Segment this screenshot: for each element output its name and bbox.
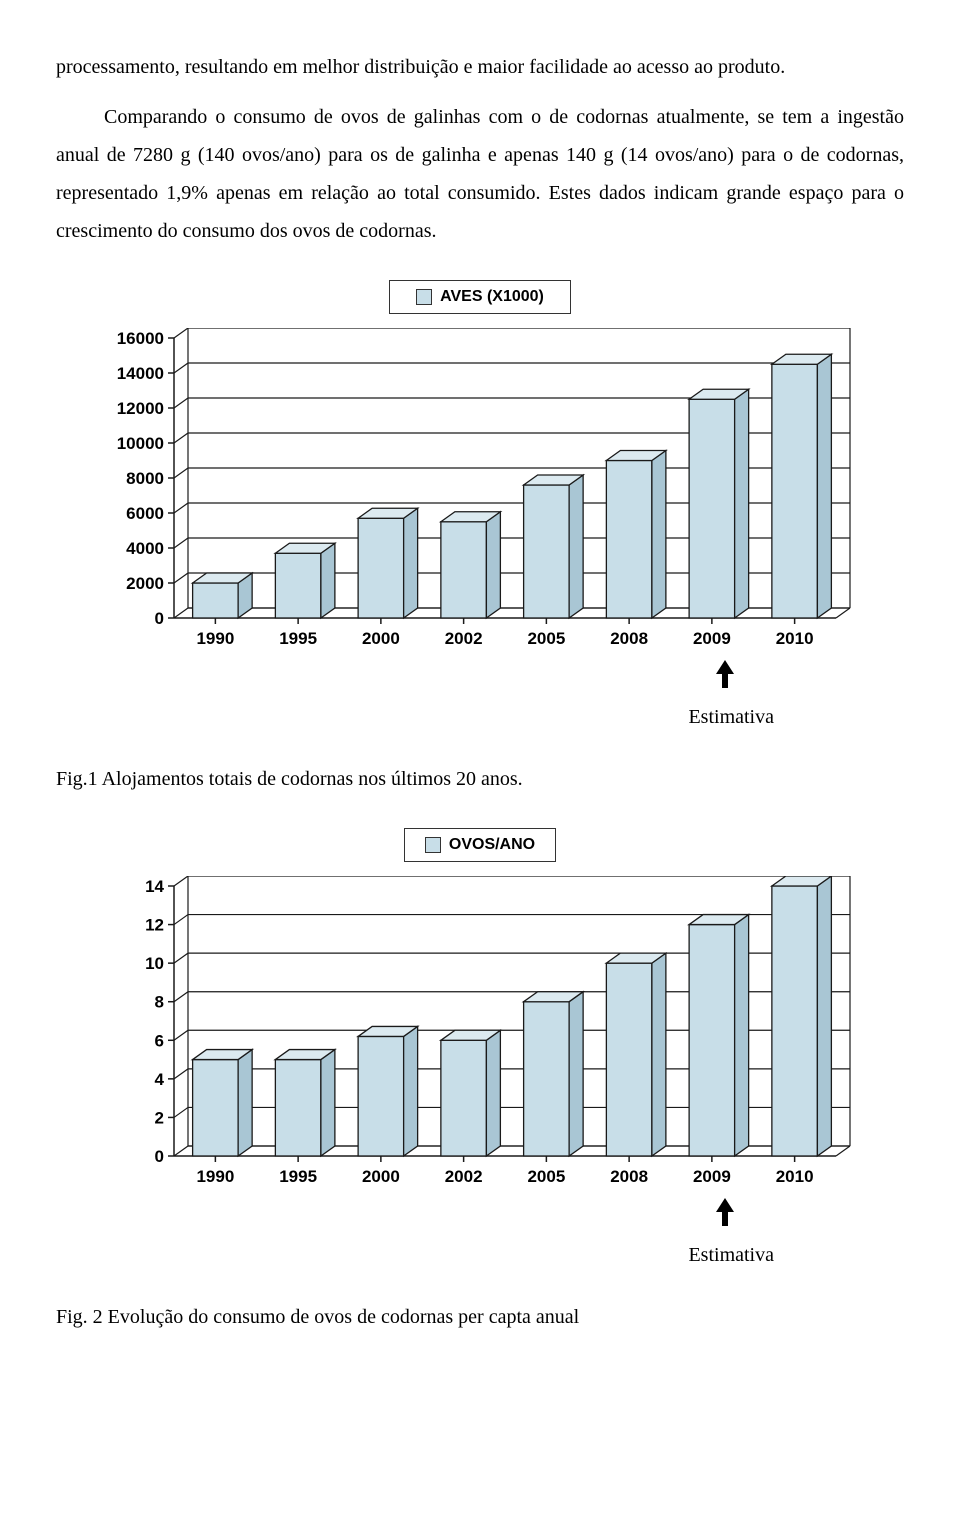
- svg-text:1990: 1990: [196, 629, 234, 648]
- para-text: Comparando o consumo de ovos de galinhas…: [56, 106, 904, 242]
- svg-text:2002: 2002: [445, 629, 483, 648]
- svg-text:10000: 10000: [117, 434, 164, 453]
- chart2: 0 2 4 6 8 10 12 14 1990 1995 2000 2002 2005 2008 2009 2…: [96, 876, 904, 1196]
- paragraph-2: Comparando o consumo de ovos de galinhas…: [56, 98, 904, 250]
- estimativa-label-2: Estimativa: [56, 1236, 904, 1274]
- svg-text:1995: 1995: [279, 1167, 317, 1186]
- svg-text:2005: 2005: [527, 1167, 565, 1186]
- svg-text:2000: 2000: [362, 629, 400, 648]
- svg-text:2008: 2008: [610, 1167, 648, 1186]
- legend-swatch: [416, 289, 432, 305]
- svg-text:4000: 4000: [126, 539, 164, 558]
- svg-text:2008: 2008: [610, 629, 648, 648]
- svg-text:6: 6: [155, 1031, 164, 1050]
- svg-text:6000: 6000: [126, 504, 164, 523]
- svg-text:1990: 1990: [196, 1167, 234, 1186]
- svg-text:2000: 2000: [126, 574, 164, 593]
- svg-text:16000: 16000: [117, 329, 164, 348]
- svg-text:2010: 2010: [776, 1167, 814, 1186]
- chart2-caption: Fig. 2 Evolução do consumo de ovos de co…: [56, 1298, 904, 1336]
- svg-text:0: 0: [155, 1147, 164, 1166]
- svg-text:2005: 2005: [527, 629, 565, 648]
- svg-text:2: 2: [155, 1108, 164, 1127]
- estimativa-arrow-1: [56, 660, 904, 692]
- svg-text:2010: 2010: [776, 629, 814, 648]
- svg-text:8000: 8000: [126, 469, 164, 488]
- estimativa-label-1: Estimativa: [56, 698, 904, 736]
- svg-text:12000: 12000: [117, 399, 164, 418]
- svg-text:0: 0: [155, 609, 164, 628]
- svg-text:1995: 1995: [279, 629, 317, 648]
- para-text: processamento, resultando em melhor dist…: [56, 56, 785, 78]
- svg-text:14: 14: [145, 877, 164, 896]
- legend-label: OVOS/ANO: [449, 830, 535, 860]
- chart2-legend: OVOS/ANO: [404, 828, 556, 862]
- svg-text:4: 4: [155, 1070, 165, 1089]
- paragraph-1: processamento, resultando em melhor dist…: [56, 48, 904, 86]
- estimativa-arrow-2: [56, 1198, 904, 1230]
- svg-text:10: 10: [145, 954, 164, 973]
- svg-text:8: 8: [155, 993, 164, 1012]
- chart1: 0 2000 4000 6000 8000 10000 12000 14000 16000 199…: [96, 328, 904, 658]
- svg-text:2002: 2002: [445, 1167, 483, 1186]
- svg-text:2009: 2009: [693, 1167, 731, 1186]
- legend-label: AVES (X1000): [440, 282, 544, 312]
- svg-text:12: 12: [145, 916, 164, 935]
- legend-swatch: [425, 837, 441, 853]
- chart1-caption: Fig.1 Alojamentos totais de codornas nos…: [56, 760, 904, 798]
- svg-text:14000: 14000: [117, 364, 164, 383]
- svg-text:2009: 2009: [693, 629, 731, 648]
- chart1-legend: AVES (X1000): [389, 280, 571, 314]
- svg-text:2000: 2000: [362, 1167, 400, 1186]
